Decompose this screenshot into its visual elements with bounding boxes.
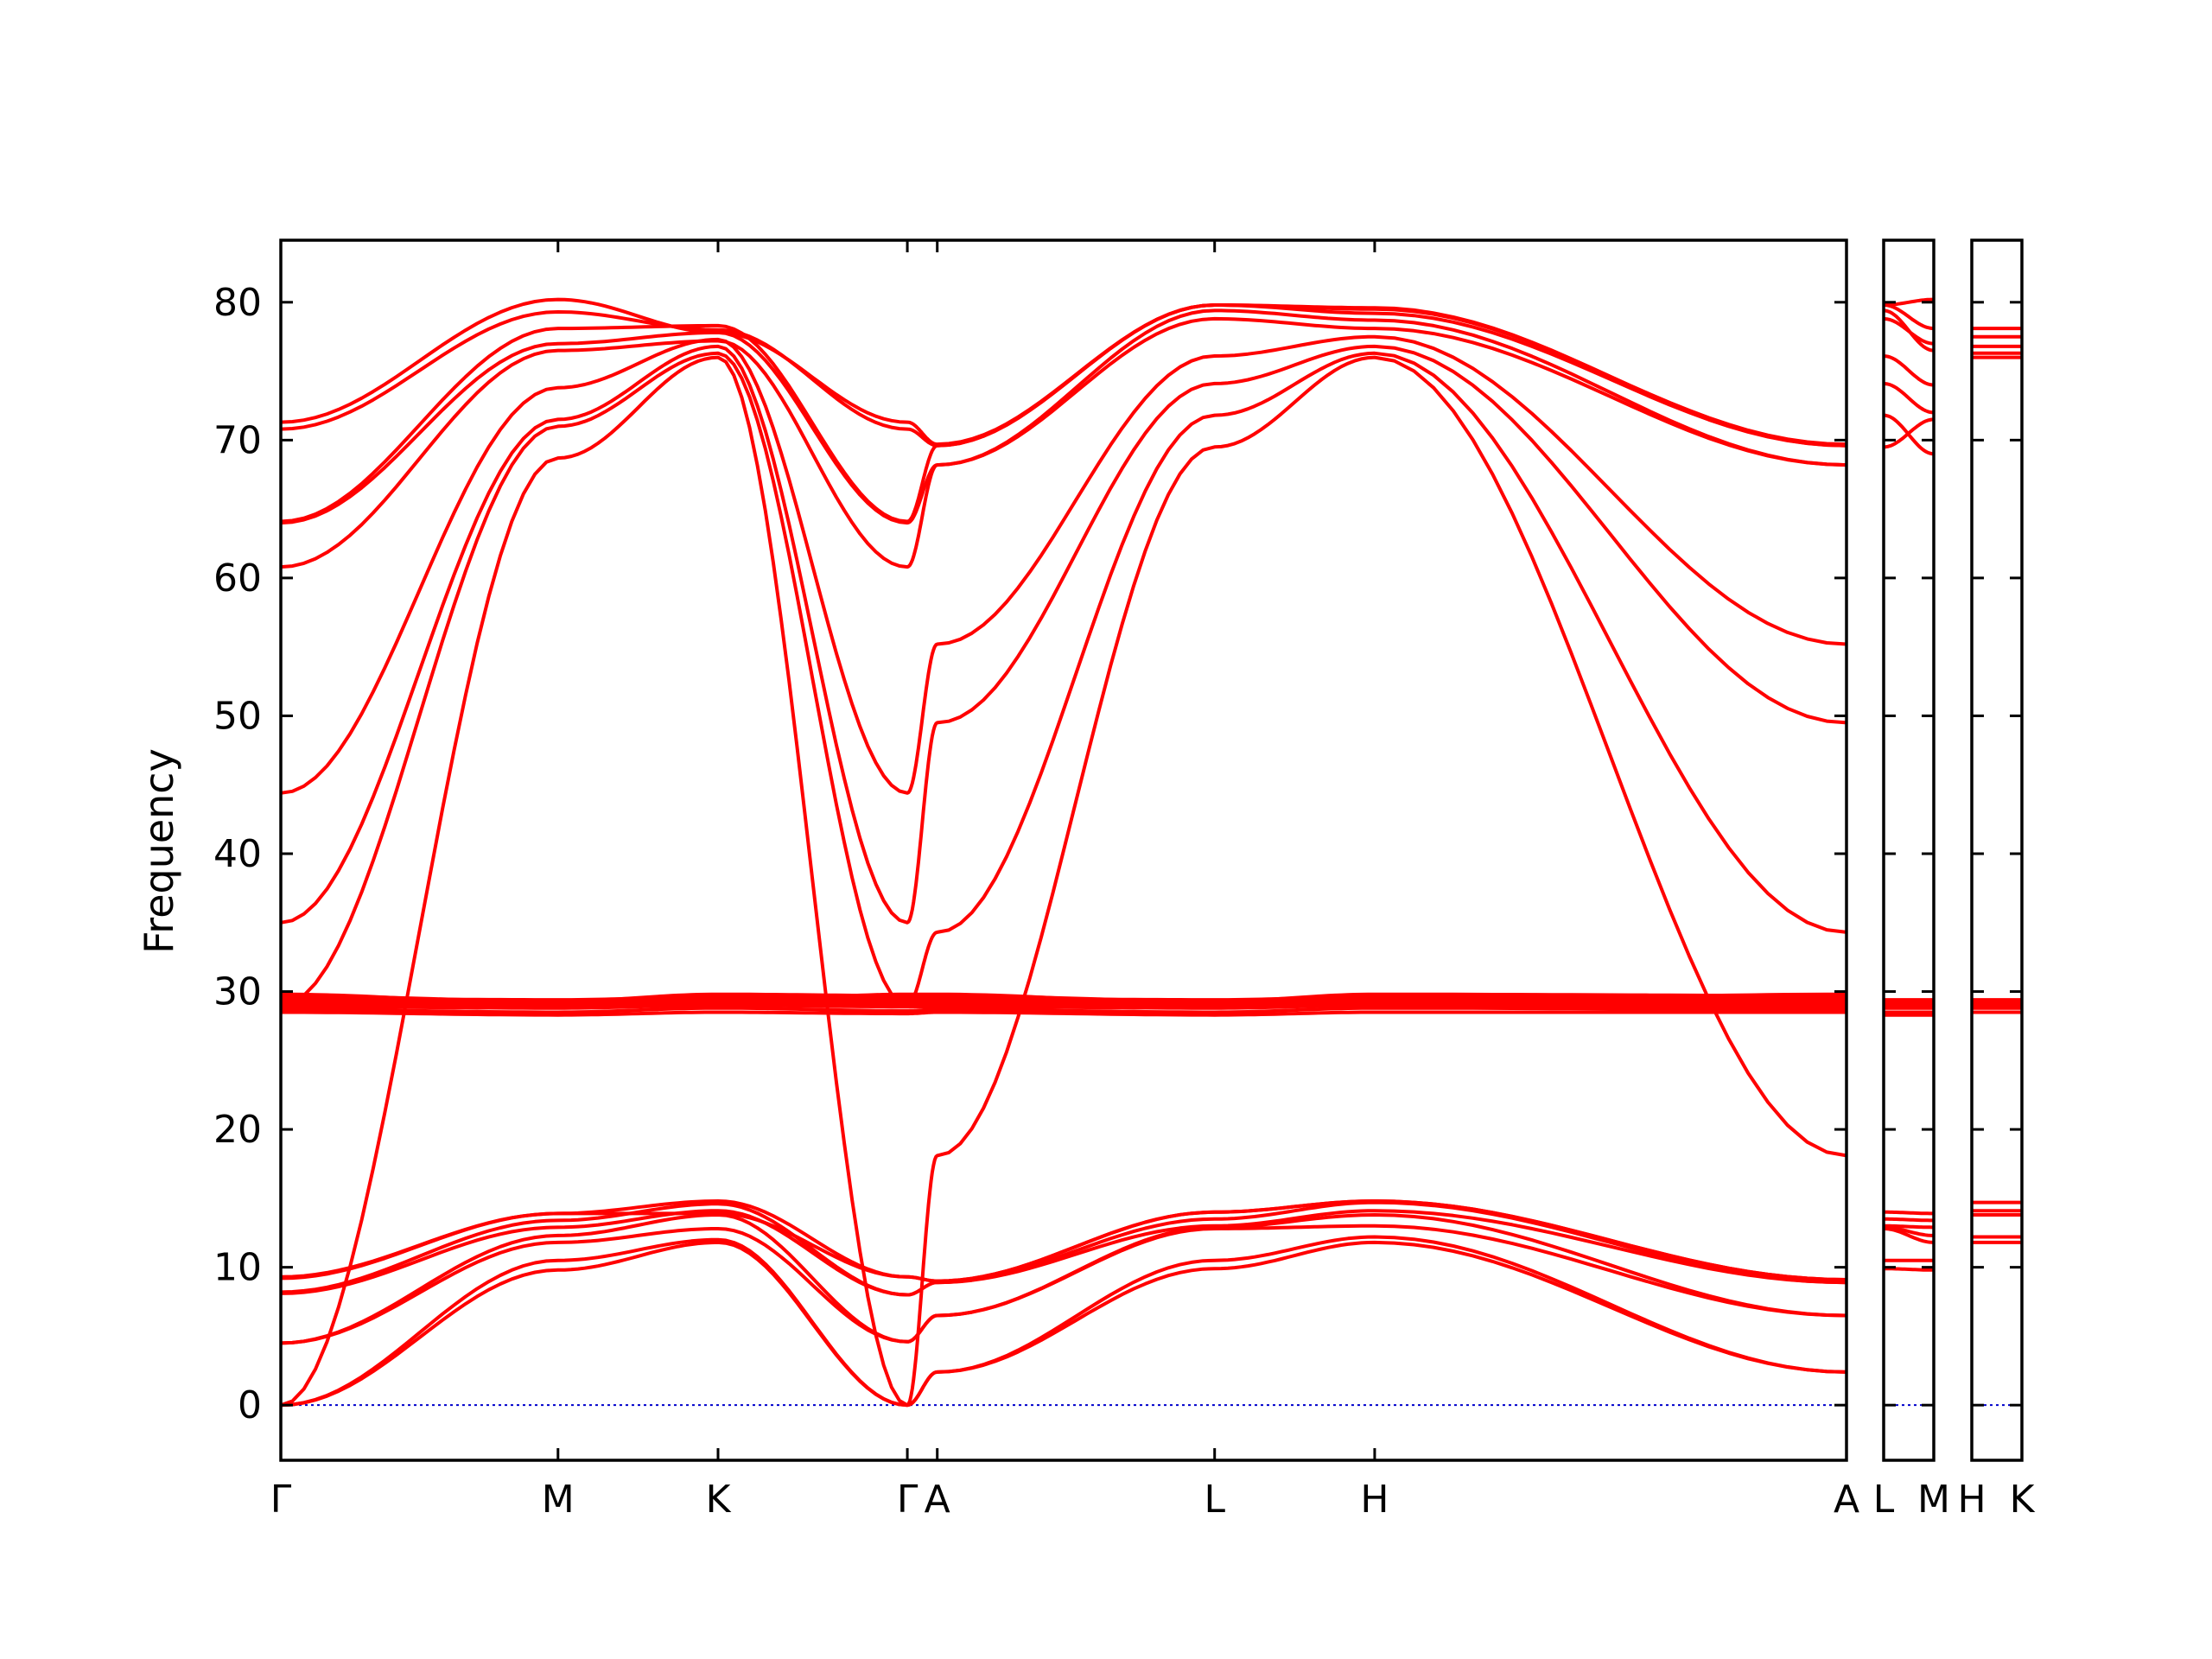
band-2	[280, 1235, 1847, 1408]
band-20	[1884, 1217, 1934, 1223]
x-tick-label: Γ	[897, 1478, 918, 1522]
band-17	[280, 355, 1847, 1408]
x-tick-label: Γ	[270, 1478, 292, 1522]
y-tick-label: 0	[238, 1383, 262, 1427]
band-20	[280, 334, 1847, 795]
band-21	[1884, 1210, 1934, 1216]
band-18	[1884, 1225, 1934, 1237]
y-tick-label: 30	[213, 970, 262, 1014]
band-7	[1884, 297, 1934, 307]
panel-frame	[1970, 238, 2024, 1462]
y-tick-label: 60	[213, 556, 262, 601]
x-tick-label: K	[706, 1478, 732, 1522]
y-tick-label: 70	[213, 418, 262, 462]
x-tick-label: L	[1204, 1478, 1225, 1522]
panel-frame	[1882, 238, 1936, 1462]
x-tick-label: H	[1360, 1478, 1389, 1522]
band-8	[1883, 303, 1935, 331]
band-16	[280, 992, 1847, 1006]
band-2	[1883, 413, 1935, 456]
band-21	[280, 316, 1847, 569]
band-4	[280, 1213, 1847, 1345]
band-6	[1883, 308, 1935, 353]
x-tick-label: A	[1834, 1478, 1859, 1522]
y-tick-label: 80	[213, 281, 262, 325]
band-25	[280, 297, 1847, 447]
x-tick-label: H	[1957, 1478, 1986, 1522]
band-22	[280, 308, 1847, 525]
band-11	[281, 1003, 1847, 1010]
band-19	[280, 344, 1847, 925]
band-9	[281, 1010, 1847, 1017]
y-axis-title: Frequency	[136, 748, 182, 954]
x-tick-label: L	[1873, 1478, 1895, 1522]
band-15	[1884, 1267, 1934, 1272]
panel-frame	[279, 238, 1848, 1462]
y-tick-labels: 0 10 20 30 40 50 60 70 80	[213, 281, 262, 1427]
band-10	[281, 1006, 1847, 1014]
y-tick-label: 10	[213, 1246, 262, 1290]
band-4	[1883, 354, 1935, 387]
band-18	[280, 351, 1847, 1007]
x-tick-label: A	[925, 1478, 950, 1522]
band-23	[280, 303, 1847, 524]
x-tick-label: M	[1917, 1478, 1950, 1522]
band-3	[1883, 381, 1935, 415]
y-tick-label: 40	[213, 832, 262, 876]
y-tick-label: 50	[213, 694, 262, 738]
x-tick-label: M	[542, 1478, 575, 1522]
y-tick-label: 20	[213, 1108, 262, 1152]
band-19	[1884, 1224, 1934, 1230]
x-tick-label: K	[2010, 1478, 2036, 1522]
